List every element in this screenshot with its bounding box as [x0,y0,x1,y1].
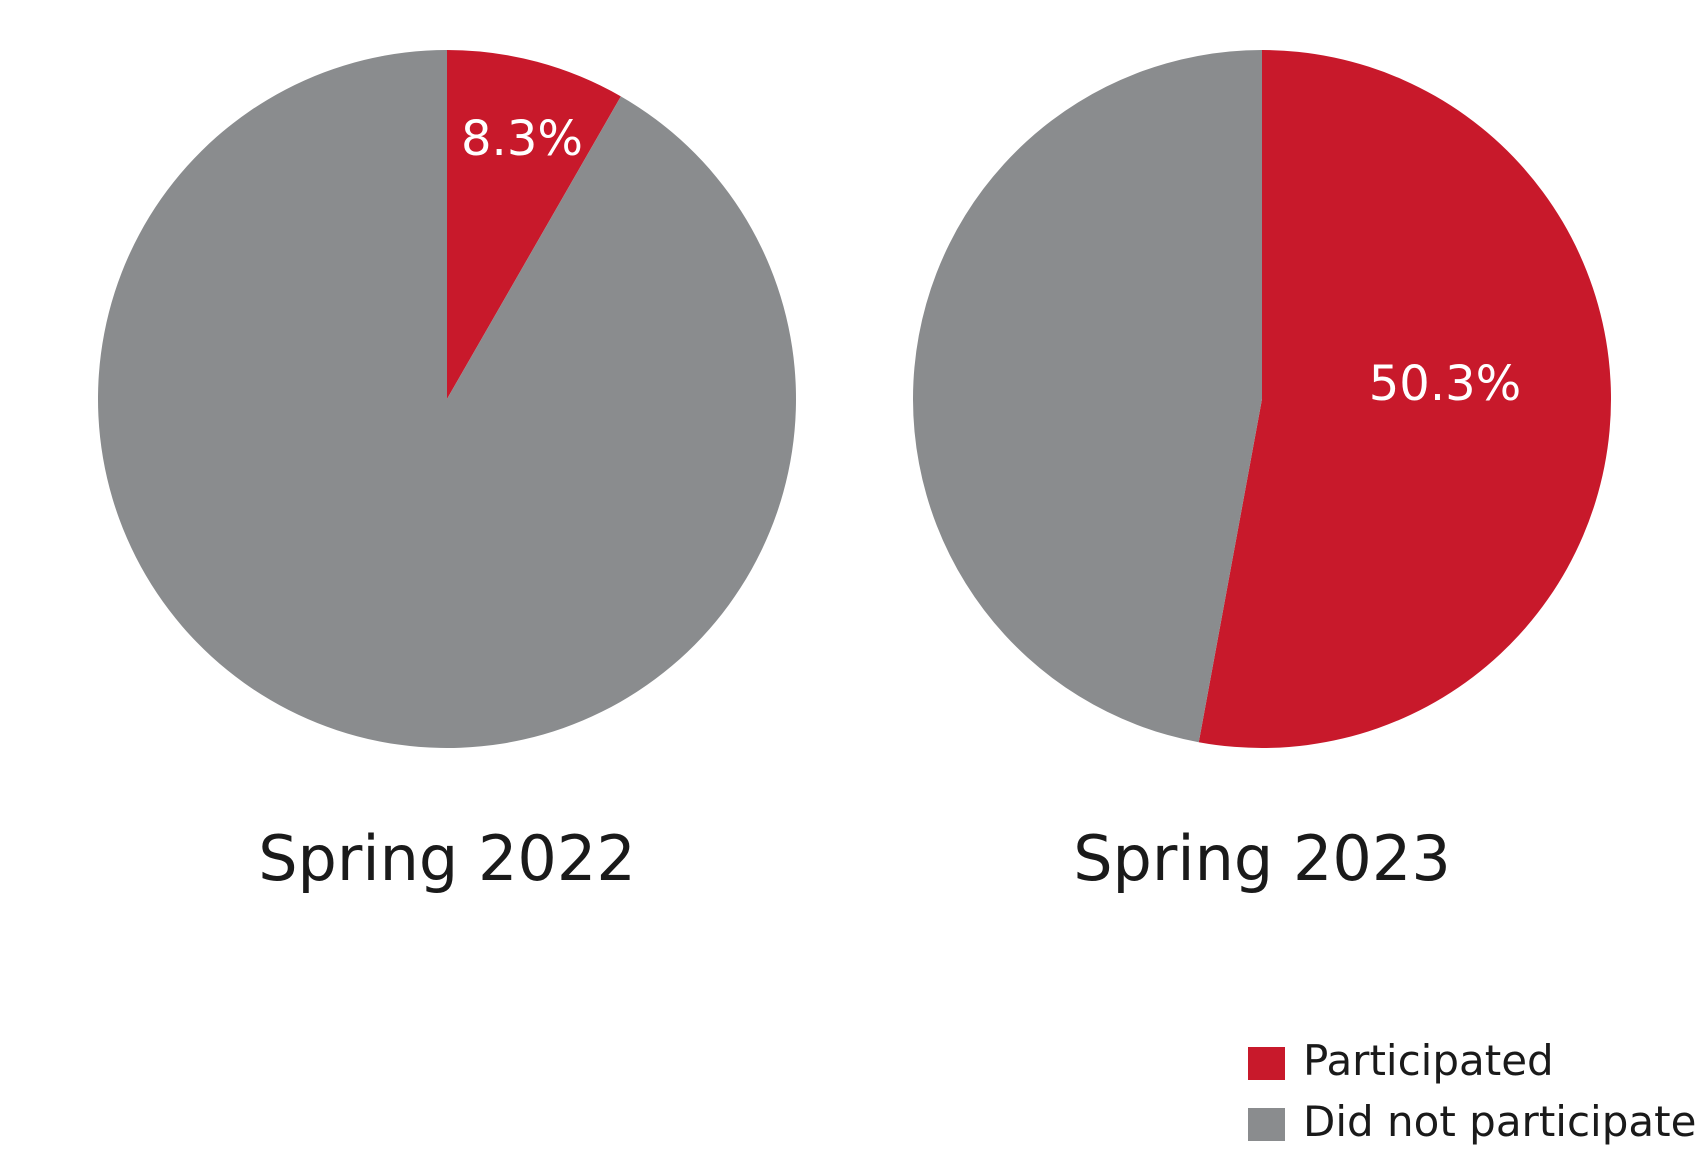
pie-slices [913,49,1612,749]
pie-chart-spring-2023: 50.3% Spring 2023 [913,49,1612,895]
pie-chart-spring-2022: 8.3% Spring 2022 [97,50,796,895]
pie-slice-labels: 8.3% [461,111,583,167]
pie-slice-labels: 50.3% [1369,356,1521,412]
pie-slice-participated [1198,49,1612,749]
legend-swatch-did-not-participate [1248,1108,1285,1141]
legend-label-participated: Participated [1303,1036,1554,1085]
pie-slice-label-participated: 8.3% [461,111,583,167]
legend: Participated Did not participate [1248,1036,1696,1146]
legend-swatch-participated [1248,1047,1285,1080]
pie-slice-did-not-participate [913,50,1262,743]
pie-title: Spring 2022 [258,822,636,895]
legend-label-did-not-participate: Did not participate [1303,1097,1696,1146]
pie-slice-label-participated: 50.3% [1369,356,1521,412]
pie-title: Spring 2023 [1073,822,1451,895]
pie-slice-participated [447,50,621,399]
pie-slice-did-not-participate [97,50,796,748]
pie-slices [97,50,796,748]
